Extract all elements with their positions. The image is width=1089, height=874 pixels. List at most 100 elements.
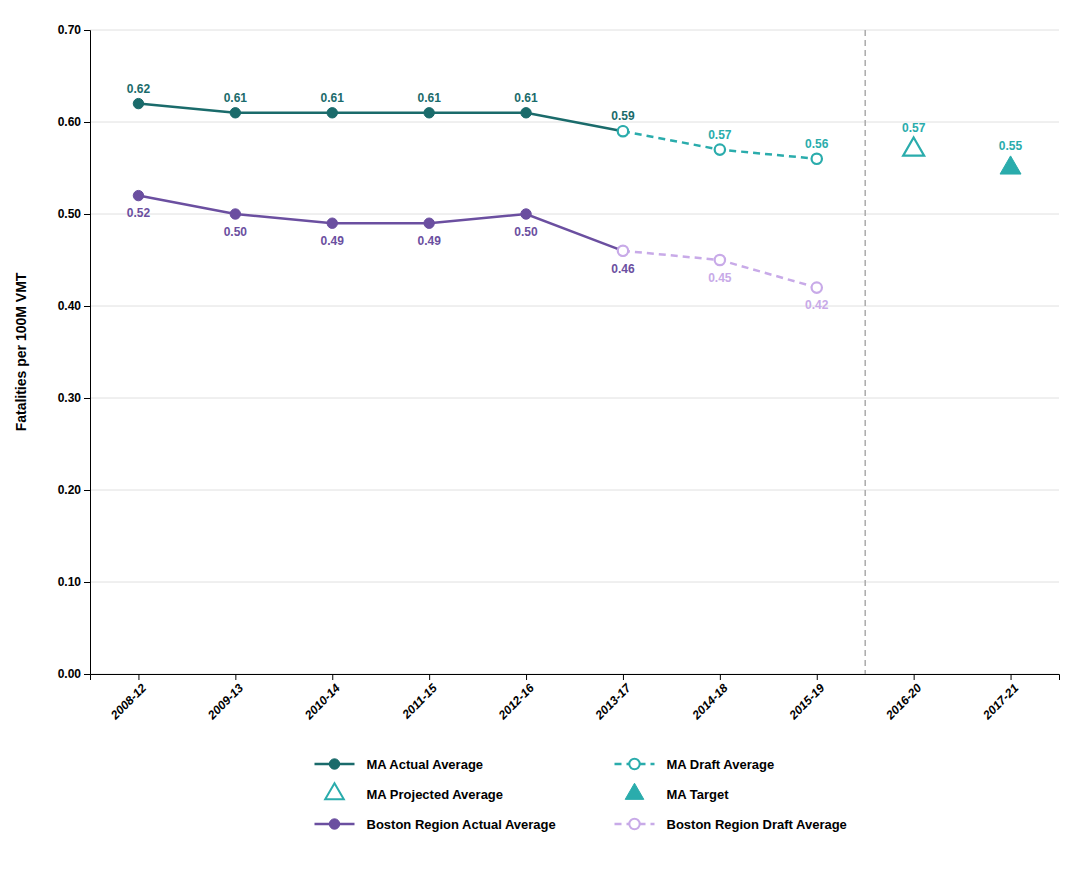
data-label: 0.55 <box>999 139 1023 153</box>
y-tick: 0.10 <box>58 575 90 589</box>
x-tick-mark <box>817 674 818 680</box>
point <box>133 98 143 108</box>
data-label: 0.57 <box>708 128 732 142</box>
x-tick: 2011-15 <box>399 674 440 722</box>
y-tick-mark <box>84 490 90 491</box>
x-tick-mark <box>235 674 236 680</box>
point <box>133 190 143 200</box>
x-tick-label: 2014-18 <box>689 681 731 723</box>
data-label: 0.46 <box>611 262 635 276</box>
y-tick-label: 0.00 <box>58 667 82 681</box>
grid-line <box>90 490 1059 491</box>
data-labels: 0.620.610.610.610.610.590.570.560.570.55… <box>127 82 1023 313</box>
data-label: 0.52 <box>127 206 151 220</box>
y-tick-label: 0.70 <box>58 23 82 37</box>
legend-marker <box>629 819 639 829</box>
point <box>812 154 822 164</box>
legend-marker <box>329 819 339 829</box>
grid-line <box>90 582 1059 583</box>
x-tick-mark <box>623 674 624 680</box>
series-line <box>138 104 623 132</box>
legend-label: Boston Region Actual Average <box>367 817 556 832</box>
point <box>327 108 337 118</box>
data-label: 0.50 <box>514 225 538 239</box>
x-tick: 2015-19 <box>786 674 828 723</box>
legend-label: MA Actual Average <box>367 757 484 772</box>
y-tick-mark <box>84 674 90 675</box>
divider <box>864 30 866 674</box>
point <box>618 246 628 256</box>
x-axis: 2008-122009-132010-142011-152012-162013-… <box>91 674 1060 723</box>
point <box>230 108 240 118</box>
y-tick-mark <box>84 398 90 399</box>
x-tick-label: 2011-15 <box>399 681 440 722</box>
data-label: 0.57 <box>902 121 926 135</box>
y-tick-mark <box>84 582 90 583</box>
legend-marker <box>629 759 639 769</box>
grid-line <box>90 398 1059 399</box>
y-axis-line <box>84 31 91 675</box>
x-tick-label: 2016-20 <box>883 681 925 723</box>
x-axis-line <box>91 675 1060 681</box>
x-tick: 2013-17 <box>592 674 635 723</box>
point <box>1000 156 1021 174</box>
y-tick-label: 0.30 <box>58 391 82 405</box>
y-tick-label: 0.50 <box>58 207 82 221</box>
series-line <box>623 251 817 288</box>
y-tick-label: 0.20 <box>58 483 82 497</box>
x-tick-mark <box>914 674 915 680</box>
y-tick-mark <box>84 30 90 31</box>
data-label: 0.61 <box>514 91 538 105</box>
data-label: 0.56 <box>805 137 829 151</box>
grid-line <box>90 306 1059 307</box>
legend-marker <box>625 783 644 799</box>
y-tick-label: 0.40 <box>58 299 82 313</box>
legend-label: Boston Region Draft Average <box>667 817 847 832</box>
x-tick: 2014-18 <box>689 674 731 723</box>
x-tick: 2008-12 <box>107 674 149 723</box>
legend-label: MA Projected Average <box>367 787 504 802</box>
x-tick: 2017-21 <box>979 674 1021 723</box>
data-label: 0.49 <box>321 234 345 248</box>
point <box>327 218 337 228</box>
y-tick-mark <box>84 214 90 215</box>
legend-marker <box>329 759 339 769</box>
y-tick: 0.50 <box>58 207 90 221</box>
x-tick-label: 2017-21 <box>979 681 1021 723</box>
x-tick-mark <box>720 674 721 680</box>
data-label: 0.59 <box>611 109 635 123</box>
data-label: 0.61 <box>224 91 248 105</box>
point <box>230 209 240 219</box>
point <box>903 138 924 156</box>
x-tick-label: 2012-16 <box>495 681 537 723</box>
y-tick-label: 0.60 <box>58 115 82 129</box>
x-tick-mark <box>1011 674 1012 680</box>
x-tick-label: 2008-12 <box>107 681 149 723</box>
grid-line <box>90 30 1059 31</box>
y-tick: 0.00 <box>58 667 90 681</box>
point <box>521 108 531 118</box>
x-tick: 2016-20 <box>883 674 925 723</box>
chart: 0.00 0.10 0.20 0.30 0.40 0.50 0.60 0.70 2008-12 2… <box>0 0 1089 874</box>
data-label: 0.49 <box>417 234 441 248</box>
legend-label: MA Target <box>667 787 730 802</box>
point <box>715 144 725 154</box>
legend-item: MA Projected Average <box>325 783 503 801</box>
point <box>812 282 822 292</box>
data-label: 0.62 <box>127 82 151 96</box>
data-label: 0.61 <box>417 91 441 105</box>
y-tick: 0.30 <box>58 391 90 405</box>
y-tick: 0.60 <box>58 115 90 129</box>
legend-item: Boston Region Draft Average <box>615 817 847 832</box>
legend-item: MA Actual Average <box>315 757 484 772</box>
legend-label: MA Draft Average <box>667 757 775 772</box>
legend-item: MA Target <box>625 783 729 801</box>
series-line <box>138 196 623 251</box>
data-label: 0.45 <box>708 271 732 285</box>
legend: MA Actual Average MA Draft Average MA Proj… <box>315 757 847 832</box>
plot: 0.00 0.10 0.20 0.30 0.40 0.50 0.60 0.70 2008-12 2… <box>58 23 1060 722</box>
marks <box>133 98 1021 292</box>
x-tick-mark <box>138 674 139 680</box>
legend-marker <box>325 783 344 799</box>
y-tick-mark <box>84 122 90 123</box>
